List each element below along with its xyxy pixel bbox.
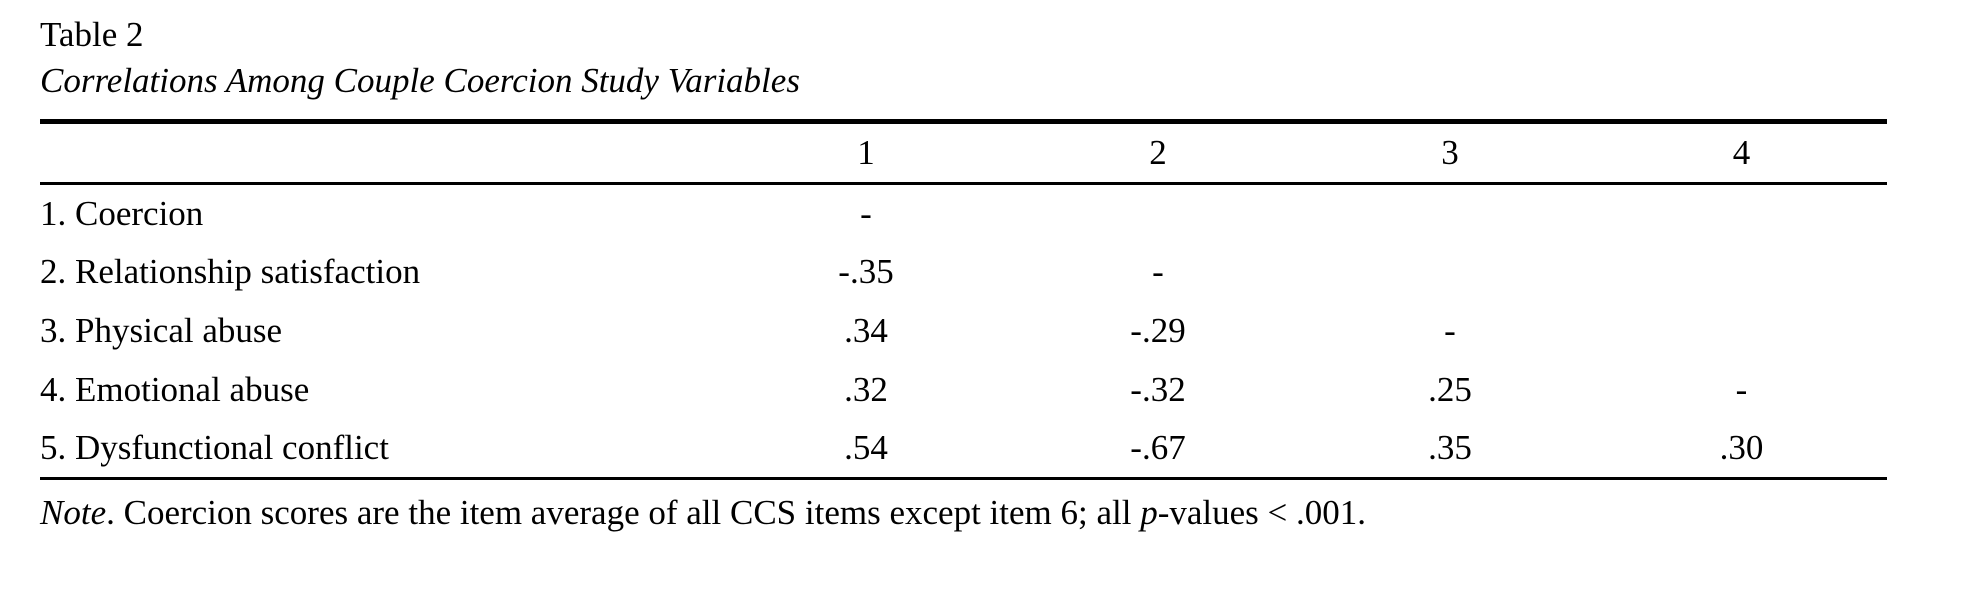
table-title-block: Table 2 Correlations Among Couple Coerci… [40, 12, 1887, 103]
note-label: Note [40, 493, 107, 532]
correlation-cell: -.29 [1130, 311, 1186, 350]
correlation-cell: .35 [1428, 428, 1472, 468]
correlation-cell [1596, 243, 1887, 302]
correlation-cell [1304, 243, 1596, 302]
correlation-cell: - [1152, 252, 1164, 291]
column-header-2: 2 [1149, 133, 1167, 172]
table-subtitle: Correlations Among Couple Coercion Study… [40, 60, 800, 100]
table-note: Note. Coercion scores are the item avera… [40, 490, 1900, 536]
row-label: 2. Relationship satisfaction [40, 252, 421, 291]
correlation-cell: -.35 [838, 252, 894, 291]
correlation-cell [1596, 184, 1887, 243]
correlation-cell: .30 [1719, 428, 1764, 468]
table-row: 5. Dysfunctional conflict .54 -.67 .35 .… [40, 420, 1887, 479]
column-header-3: 3 [1441, 133, 1459, 172]
correlation-cell: - [860, 193, 872, 233]
row-label: 1. Coercion [40, 193, 204, 233]
correlation-cell: .54 [844, 428, 888, 468]
correlation-cell: - [1735, 370, 1748, 409]
table-number-title: Table 2 [40, 15, 144, 54]
header-empty-cell [40, 122, 720, 184]
correlation-cell: - [1444, 311, 1456, 350]
column-header-4: 4 [1732, 133, 1751, 172]
correlation-cell [1012, 184, 1304, 243]
header-row: 1 2 3 4 [40, 122, 1887, 184]
correlations-table: 1 2 3 4 1. Coercion - 2. Relationship sa… [40, 119, 1887, 480]
correlation-cell [1596, 302, 1887, 361]
row-label: 3. Physical abuse [40, 311, 283, 350]
note-text: . Coercion scores are the item average o… [106, 493, 1141, 532]
correlation-cell [1304, 184, 1596, 243]
row-label: 5. Dysfunctional conflict [40, 428, 389, 468]
correlation-cell: .34 [844, 311, 888, 350]
table-row: 2. Relationship satisfaction -.35 - [40, 243, 1887, 302]
correlation-cell: -.67 [1130, 428, 1186, 468]
correlation-cell: -.32 [1130, 370, 1186, 409]
table-row: 4. Emotional abuse .32 -.32 .25 - [40, 361, 1887, 420]
correlation-cell: .25 [1428, 370, 1472, 409]
correlation-cell: .32 [844, 370, 888, 409]
table-row: 3. Physical abuse .34 -.29 - [40, 302, 1887, 361]
table-row: 1. Coercion - [40, 184, 1887, 243]
column-header-1: 1 [857, 133, 875, 172]
p-symbol: p [1140, 493, 1158, 532]
note-text-end: -values < .001. [1157, 493, 1367, 532]
row-label: 4. Emotional abuse [40, 370, 310, 409]
